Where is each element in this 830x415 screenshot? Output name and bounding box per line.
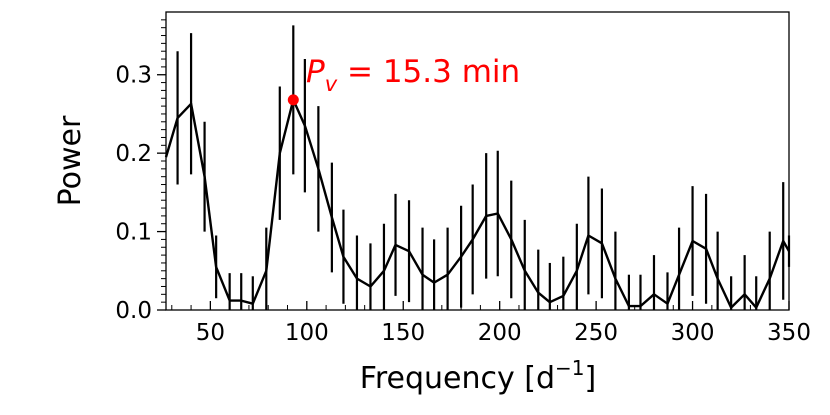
highlight-point [287,94,299,106]
x-axis-label-end: ] [585,361,597,396]
annotation-text: = 15.3 min [337,54,520,90]
x-tick-label: 350 [767,320,811,346]
x-tick-label: 300 [671,320,715,346]
x-tick-label: 50 [196,320,225,346]
x-axis-label-text: Frequency [d [360,361,555,396]
x-tick-label: 250 [574,320,618,346]
x-axis-label: Frequency [d−1] [360,356,596,396]
annotation-prefix: P [306,54,325,90]
x-tick-label: 200 [478,320,522,346]
x-tick-label: 100 [285,320,329,346]
y-tick-label: 0.2 [115,141,152,167]
annotation-subscript: v [325,72,338,96]
y-axis-ticks: 0.0 0.1 0.2 0.3 [115,19,166,324]
y-tick-label: 0.3 [115,63,152,89]
x-tick-label: 150 [381,320,425,346]
y-axis-label: Power [53,115,88,206]
y-tick-label: 0.1 [115,220,152,246]
y-tick-label: 0.0 [115,298,152,324]
series-line [164,98,791,309]
x-axis-ticks: 50 100 150 200 250 300 350 [171,301,811,346]
peak-annotation: Pv = 15.3 min [306,54,520,96]
x-axis-label-superscript: −1 [555,356,584,380]
